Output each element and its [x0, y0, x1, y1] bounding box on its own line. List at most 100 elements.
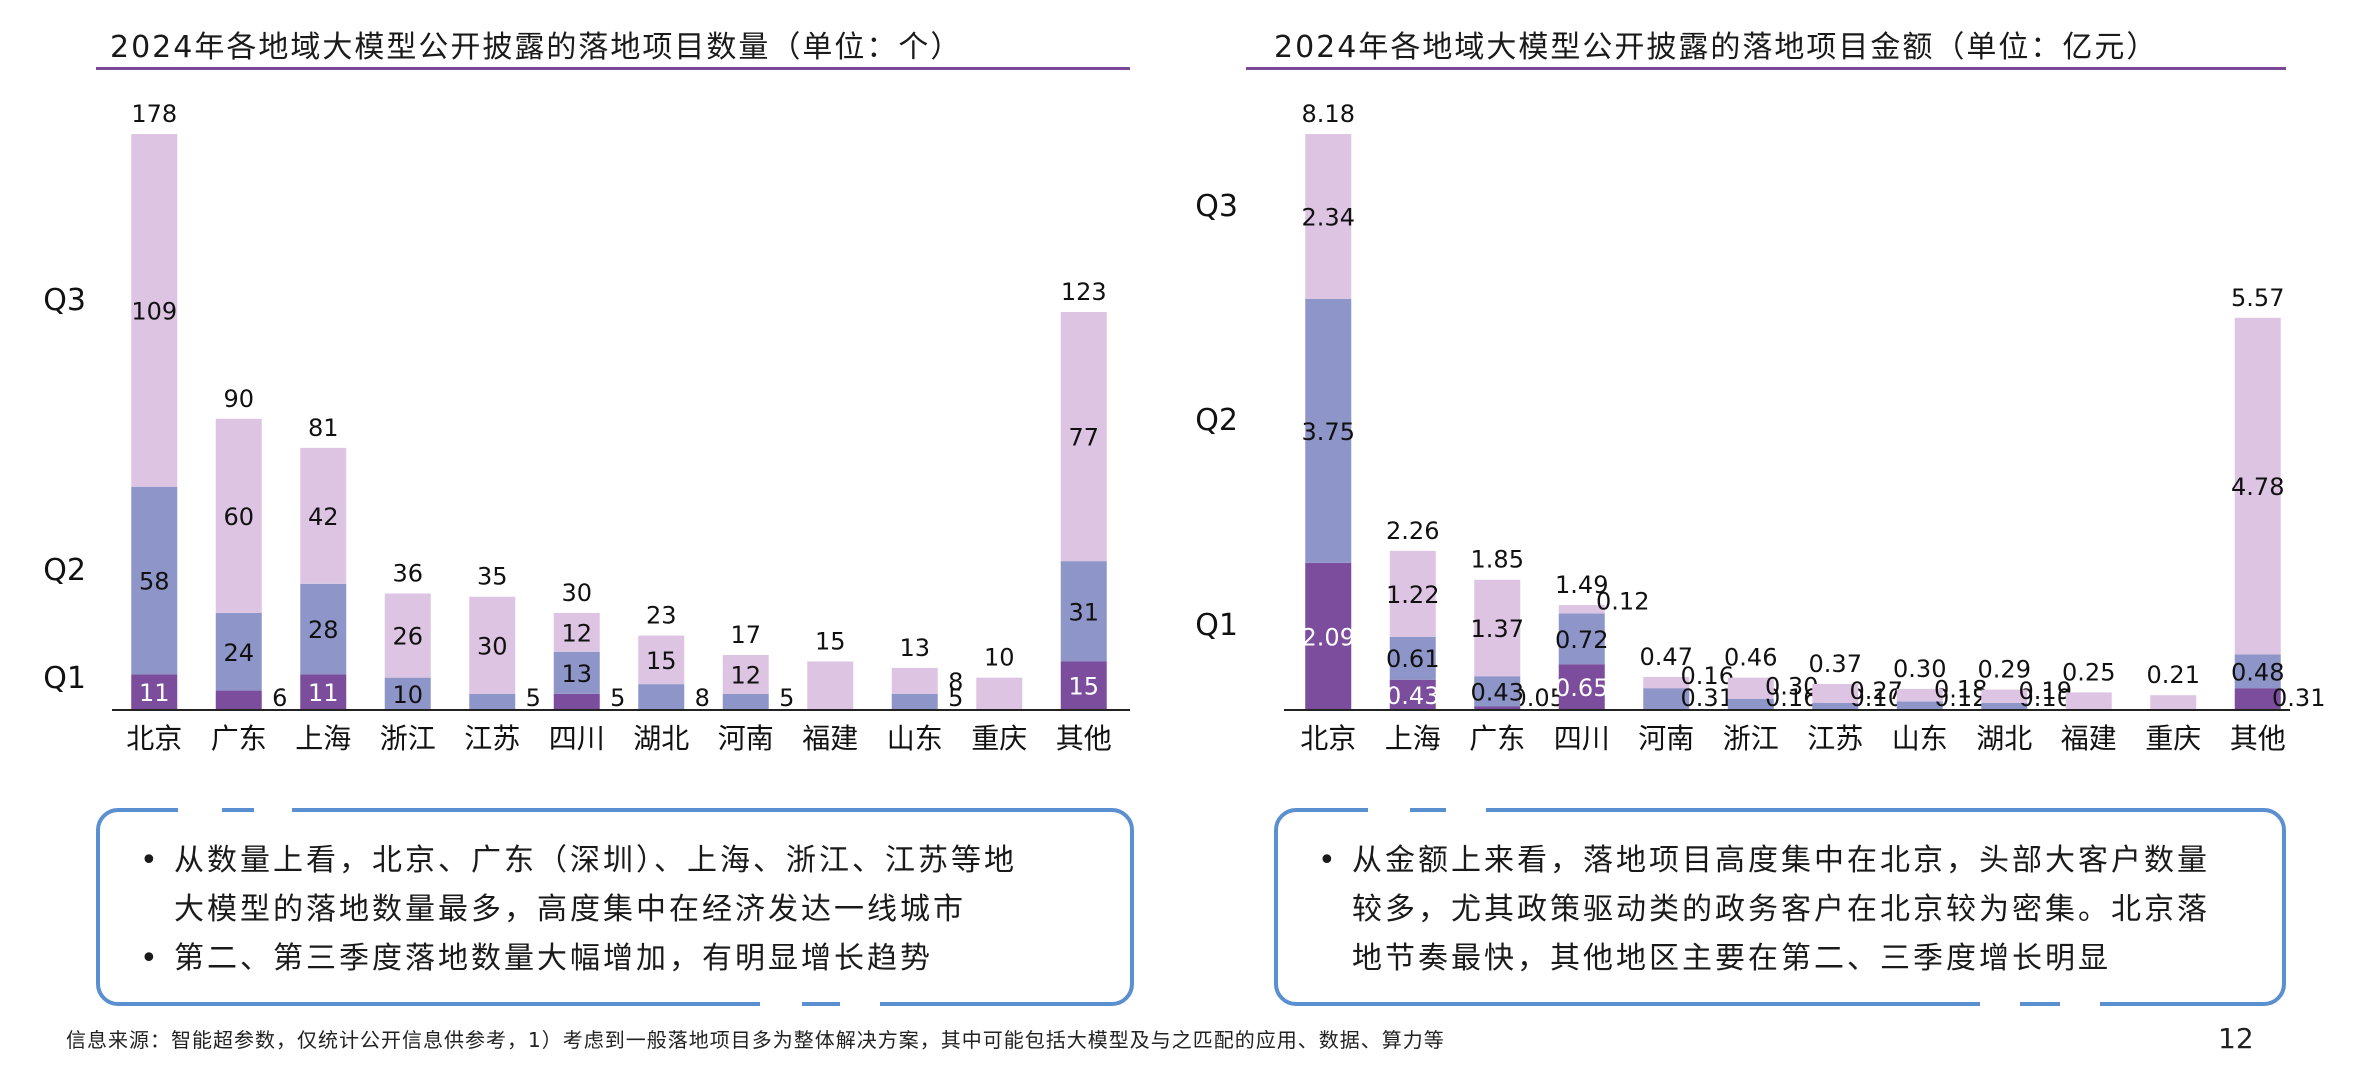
- amount-category-label: 上海: [1385, 722, 1441, 755]
- count-data-label: 13: [561, 660, 592, 688]
- count-category-label: 其他: [1056, 722, 1112, 755]
- count-bar-q2: [384, 677, 431, 710]
- amount-data-label: 0.12: [1596, 588, 1649, 616]
- amount-total-label: 0.30: [1893, 655, 1946, 683]
- amount-bar-q3: [1727, 677, 1774, 699]
- right-note-item: 从金额上来看，落地项目高度集中在北京，头部大客户数量 较多，尤其政策驱动类的政务…: [1318, 836, 2252, 983]
- amount-data-label: 0.10: [1850, 684, 1903, 712]
- count-category-label: 山东: [887, 722, 943, 755]
- count-bar-q2: [469, 693, 516, 710]
- count-data-label: 5: [610, 684, 625, 712]
- amount-total-label: 2.26: [1386, 517, 1439, 545]
- left-note-line-1: 从数量上看，北京、广东（深圳）、上海、浙江、江苏等地: [174, 843, 1017, 878]
- count-data-label: 5: [948, 684, 963, 712]
- count-category-label: 四川: [549, 722, 605, 755]
- amount-category-label: 其他: [2230, 722, 2286, 755]
- amount-category-label: 四川: [1554, 722, 1610, 755]
- left-note-item: 从数量上看，北京、广东（深圳）、上海、浙江、江苏等地 大模型的落地数量最多，高度…: [140, 836, 1100, 934]
- count-data-label: 109: [131, 297, 177, 325]
- count-bar-q3: [215, 418, 262, 613]
- box-border-gap: [254, 806, 292, 814]
- count-bar-q2: [722, 693, 769, 710]
- amount-bar-q3: [1558, 605, 1605, 614]
- count-category-label: 河南: [718, 722, 774, 755]
- left-note-box: 从数量上看，北京、广东（深圳）、上海、浙江、江苏等地 大模型的落地数量最多，高度…: [96, 808, 1134, 1006]
- amount-category-label: 山东: [1892, 722, 1948, 755]
- left-note-line-2: 大模型的落地数量最多，高度集中在经济发达一线城市: [174, 892, 966, 927]
- count-total-label: 36: [392, 560, 423, 588]
- amount-bar-q2: [1643, 688, 1690, 710]
- amount-category-label: 广东: [1469, 722, 1525, 755]
- amount-data-label: 0.19: [2019, 677, 2072, 705]
- box-border-gap: [840, 1001, 880, 1009]
- count-bar-q3: [469, 596, 516, 694]
- count-quarter-label: Q3: [43, 283, 86, 318]
- amount-bar-q1: [1474, 706, 1521, 710]
- amount-category-label: 重庆: [2145, 722, 2201, 755]
- amount-bar-q3: [1389, 550, 1436, 637]
- count-bar-q3: [638, 635, 685, 685]
- count-bar-q3: [1060, 311, 1107, 562]
- amount-total-label: 5.57: [2231, 284, 2284, 312]
- right-note-line-2: 较多，尤其政策驱动类的政务客户在北京较为密集。北京落: [1352, 892, 2210, 927]
- amount-data-label: 0.16: [1765, 684, 1818, 712]
- amount-bar-q3: [1643, 676, 1690, 689]
- amount-bar-q3: [1812, 683, 1859, 703]
- count-total-label: 30: [561, 579, 592, 607]
- amount-total-label: 0.21: [2147, 661, 2200, 689]
- amount-total-label: 0.47: [1640, 643, 1693, 671]
- count-bar-q3: [300, 447, 347, 584]
- amount-data-label: 0.43: [1471, 678, 1524, 706]
- amount-total-label: 1.49: [1555, 571, 1608, 599]
- amount-bar-q2: [1727, 698, 1774, 710]
- right-title-rule: [1246, 67, 2286, 70]
- amount-bar-q3: [2234, 317, 2281, 655]
- amount-bar-q2: [1305, 298, 1352, 563]
- amount-quarter-label: Q2: [1195, 403, 1238, 438]
- count-data-label: 30: [477, 632, 508, 660]
- amount-data-label: 4.78: [2231, 473, 2284, 501]
- amount-data-label: 0.31: [2272, 684, 2325, 712]
- count-bar-q2: [891, 693, 938, 710]
- amount-data-label: 2.09: [1302, 623, 1355, 651]
- count-category-label: 福建: [802, 722, 858, 755]
- amount-data-label: 0.16: [1681, 662, 1734, 690]
- left-chart-title: 2024年各地域大模型公开披露的落地项目数量（单位：个）: [110, 30, 963, 65]
- amount-total-label: 0.29: [1978, 656, 2031, 684]
- amount-data-label: 0.05: [1512, 684, 1565, 712]
- amount-data-label: 0.43: [1386, 682, 1439, 710]
- count-bar-q3: [131, 134, 178, 487]
- count-data-label: 11: [139, 679, 170, 707]
- count-total-label: 15: [815, 627, 846, 655]
- amount-bar-q2: [1812, 702, 1859, 710]
- amount-total-label: 0.25: [2062, 658, 2115, 686]
- count-bar-q3: [891, 667, 938, 694]
- amount-bar-q3: [2065, 692, 2112, 710]
- count-category-label: 上海: [295, 722, 351, 755]
- amount-bar-q2: [1896, 701, 1943, 710]
- amount-bar-q3: [1896, 688, 1943, 702]
- amount-category-label: 江苏: [1807, 722, 1863, 755]
- count-category-label: 广东: [211, 722, 267, 755]
- box-border-gap: [760, 1001, 802, 1009]
- amount-total-label: 1.85: [1471, 546, 1524, 574]
- count-data-label: 58: [139, 568, 170, 596]
- count-bar-q1: [1060, 661, 1107, 710]
- amount-data-label: 0.61: [1386, 645, 1439, 673]
- amount-data-label: 0.31: [1681, 684, 1734, 712]
- page-number: 12: [2218, 1022, 2254, 1055]
- amount-bar-q3: [1305, 134, 1352, 299]
- count-bar-q3: [976, 677, 1023, 710]
- count-data-label: 5: [526, 684, 541, 712]
- count-total-label: 13: [899, 634, 930, 662]
- amount-bar-q2: [1474, 676, 1521, 707]
- amount-bar-q2: [1981, 702, 2028, 710]
- amount-category-label: 浙江: [1723, 722, 1779, 755]
- count-data-label: 60: [223, 503, 254, 531]
- count-bar-q1: [300, 674, 347, 710]
- count-category-label: 湖北: [633, 722, 689, 755]
- amount-bar-q3: [1981, 689, 2028, 703]
- amount-data-label: 1.22: [1386, 581, 1439, 609]
- amount-bar-q1: [2234, 688, 2281, 710]
- right-note-box: 从金额上来看，落地项目高度集中在北京，头部大客户数量 较多，尤其政策驱动类的政务…: [1274, 808, 2286, 1006]
